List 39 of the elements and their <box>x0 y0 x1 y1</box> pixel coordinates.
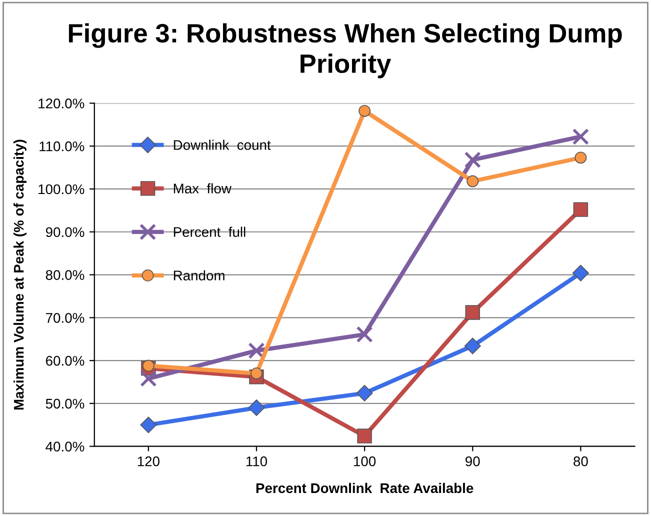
x-tick-label: 110 <box>246 456 268 466</box>
chart-title: Figure 3: Robustness When Selecting Dump Priority <box>68 23 622 78</box>
point <box>358 104 371 117</box>
point <box>142 360 154 372</box>
point <box>140 416 157 434</box>
point <box>574 152 587 164</box>
y-tick-label: 40.0% <box>46 442 84 452</box>
legend-label: Percent full <box>174 226 246 237</box>
x-tick-label: 120 <box>138 456 160 466</box>
point <box>250 367 262 380</box>
point <box>464 151 481 168</box>
point <box>357 428 372 444</box>
y-tick-label: 90.0% <box>46 227 84 238</box>
point <box>572 264 589 282</box>
legend-label: Max flow <box>174 183 232 194</box>
point <box>465 305 480 320</box>
y-tick-label: 60.0% <box>46 356 84 366</box>
y-tick-label: 70.0% <box>46 312 84 323</box>
x-tick-label: 80 <box>574 456 588 466</box>
point <box>356 384 373 402</box>
y-tick-label: 100.0% <box>38 184 84 194</box>
y-axis-title: Maximum Volume at Peak (% of capacity) <box>14 140 26 410</box>
point <box>572 128 590 145</box>
x-tick-label: 90 <box>466 456 480 466</box>
x-axis-title: Percent Downlink Rate Available <box>256 482 474 494</box>
y-tick-label: 120.0% <box>38 98 84 108</box>
point <box>464 338 481 354</box>
point <box>248 342 265 360</box>
y-tick-label: 50.0% <box>46 398 84 409</box>
point <box>248 399 265 416</box>
point <box>466 175 479 188</box>
point <box>356 326 373 343</box>
legend-label: Downlink count <box>174 140 271 150</box>
point <box>140 370 157 387</box>
x-tick-label: 100 <box>354 456 376 466</box>
y-tick-label: 110.0% <box>40 141 84 152</box>
legend-label: Random <box>174 270 224 280</box>
y-tick-label: 80.0% <box>46 270 84 280</box>
point <box>573 202 588 217</box>
